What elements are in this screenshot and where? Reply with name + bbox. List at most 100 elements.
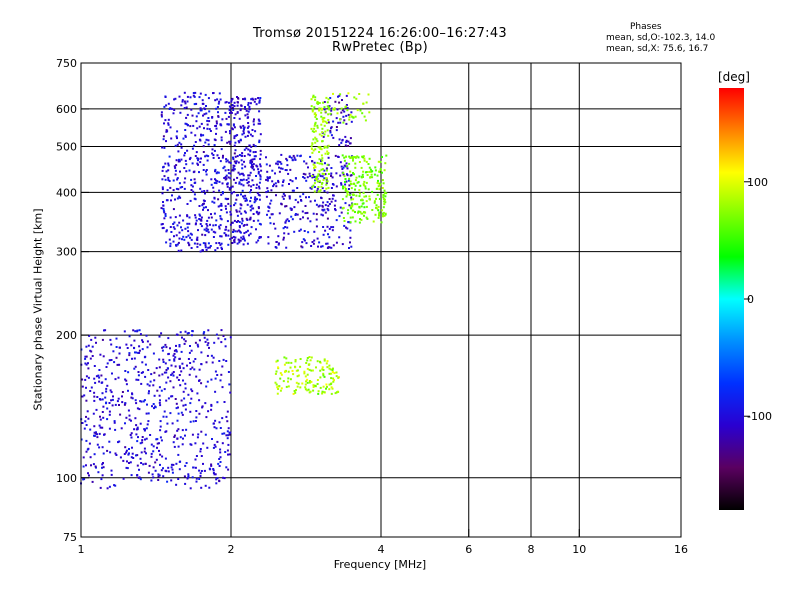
data-point [312,212,315,215]
plot-grid [81,63,681,537]
data-point [374,169,377,172]
data-point [183,154,186,157]
data-point [158,474,161,477]
data-point [168,108,171,110]
data-point [194,214,197,217]
data-point [185,163,188,166]
data-point [321,175,324,178]
data-point [379,160,382,163]
data-point [285,219,288,222]
data-point [302,172,305,175]
data-point [152,445,155,448]
data-point [144,462,147,465]
data-point [332,136,335,139]
data-point [108,485,111,488]
data-point [178,365,181,368]
data-point [245,231,248,234]
data-point [253,201,256,204]
data-point [210,216,213,219]
data-point [198,478,201,480]
data-point [372,220,375,223]
data-point [233,137,236,140]
data-point [259,236,262,239]
data-point [303,239,306,242]
data-point [301,241,304,244]
data-point [135,428,138,431]
data-point [162,138,165,141]
data-point [96,396,99,398]
data-point [248,218,251,221]
data-point [319,376,322,379]
data-point [350,198,353,201]
data-point [279,377,282,380]
data-point [366,171,368,173]
data-point [348,184,351,187]
data-point [158,386,161,389]
data-point [125,383,128,386]
data-point [294,198,297,201]
data-point [234,155,237,158]
data-point [180,146,183,149]
data-point [322,179,325,181]
data-point [328,372,331,375]
data-point [172,189,175,192]
data-point [346,193,349,196]
data-point [316,102,319,105]
data-point [225,198,228,201]
data-point [371,209,374,211]
data-point [91,480,94,483]
data-point [93,391,96,394]
data-point [328,198,331,200]
data-point [177,188,180,191]
data-point [170,395,173,398]
data-point [226,141,229,144]
data-point [197,159,199,162]
data-point [255,241,258,244]
data-point [96,433,98,436]
data-point [314,384,317,387]
data-point [102,462,104,464]
data-point [176,437,179,440]
data-point [219,243,222,246]
colorbar-tick-label: 0 [747,293,754,306]
data-point [252,123,255,126]
data-point [161,346,164,349]
data-point [339,206,342,209]
data-point [184,177,187,180]
data-point [317,190,320,193]
data-point [206,123,209,126]
data-point [144,363,147,366]
data-point [247,180,250,183]
data-point [327,156,330,159]
data-point [252,219,255,222]
data-point [118,363,121,366]
data-point [205,173,208,176]
data-point [227,123,230,126]
data-point [246,223,249,226]
data-point [346,173,348,176]
data-point [188,222,191,225]
data-point [345,114,348,117]
data-point [179,331,182,334]
data-point [312,108,315,111]
data-point [336,108,339,111]
data-point [252,207,255,210]
data-point [243,155,246,157]
data-point [296,375,299,378]
data-point [255,228,257,231]
data-point [316,161,319,164]
data-point [182,437,184,440]
data-point [106,362,109,365]
data-point [219,448,222,451]
data-point [214,224,217,227]
data-point [291,158,294,161]
data-point [148,384,151,387]
data-point [238,173,241,176]
data-point [150,373,153,376]
data-point [211,361,214,364]
data-point [378,184,381,187]
data-point [212,186,215,189]
data-point [83,394,86,397]
data-point [257,122,260,125]
data-point [219,427,222,429]
